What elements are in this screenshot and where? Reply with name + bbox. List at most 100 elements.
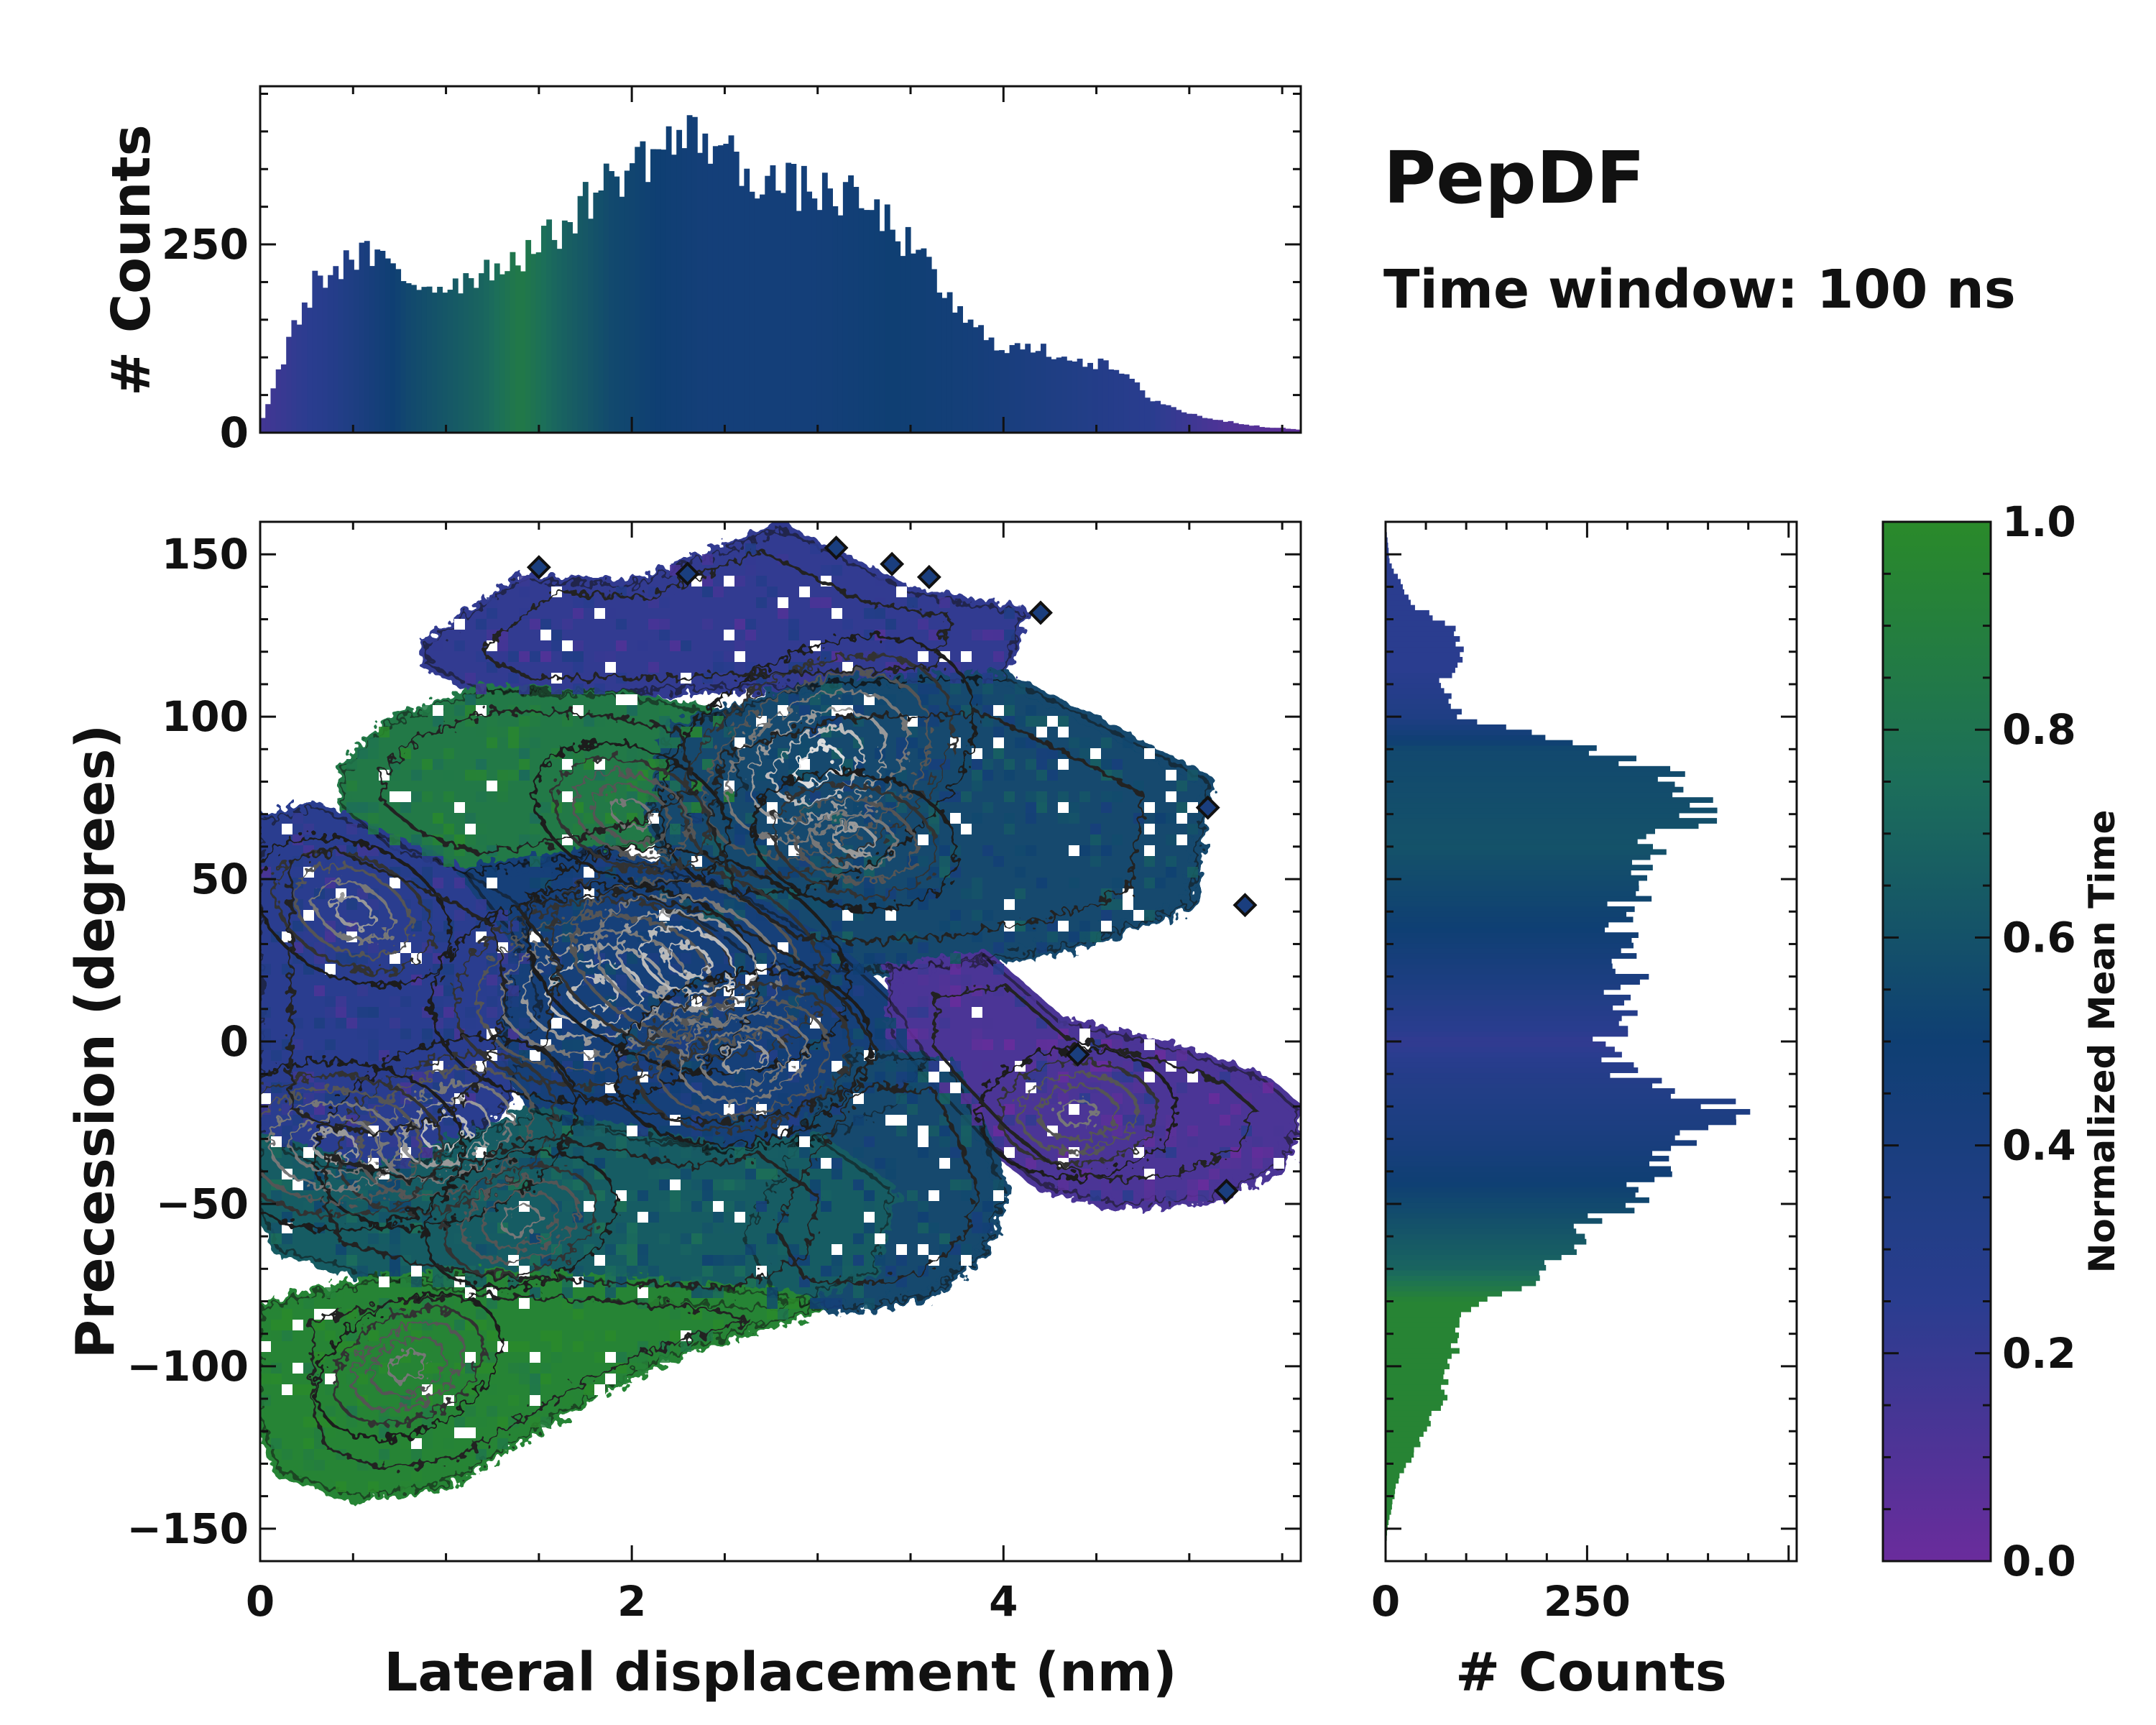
density-bin [885, 1061, 896, 1072]
right-histogram-bar [1386, 942, 1634, 949]
density-bin [670, 781, 681, 791]
right-histogram-bar [1386, 880, 1639, 886]
density-bin [390, 770, 400, 781]
density-bin [379, 1050, 390, 1061]
density-bin [1123, 1115, 1133, 1126]
density-bin [1069, 802, 1079, 813]
density-bin [745, 543, 756, 554]
top-histogram-bar [993, 350, 1000, 433]
density-bin [724, 1223, 734, 1233]
density-bin [476, 684, 487, 694]
density-bin [853, 856, 864, 867]
density-bin [1090, 824, 1101, 834]
right-histogram-bar [1386, 1296, 1488, 1302]
top-histogram-bar [962, 323, 969, 433]
density-bin [476, 651, 487, 662]
right-histogram-bar [1386, 802, 1690, 809]
density-bin [357, 888, 368, 899]
right-histogram-bar [1386, 672, 1452, 678]
empty-bin [562, 791, 573, 802]
density-bin [702, 1287, 713, 1298]
density-bin [325, 1007, 336, 1018]
empty-bin [918, 1126, 929, 1136]
density-bin [1004, 759, 1015, 770]
density-bin [778, 1309, 788, 1320]
right-histogram-bar [1386, 730, 1532, 736]
density-bin [853, 1147, 864, 1158]
top-histogram-bar [349, 259, 354, 433]
density-bin [702, 576, 713, 586]
density-bin [487, 1007, 497, 1018]
top-histogram-bar [702, 133, 709, 433]
density-bin [357, 1298, 368, 1309]
right-histogram-bar [1386, 1452, 1414, 1458]
density-bin [691, 1093, 702, 1104]
density-bin [659, 737, 670, 748]
density-bin [465, 834, 476, 845]
contour-ring [423, 1115, 469, 1150]
density-bin [346, 1330, 357, 1341]
contour-ring [461, 1177, 580, 1263]
density-bin [465, 1018, 476, 1029]
density-bin [1004, 770, 1015, 781]
density-bin [422, 791, 433, 802]
density-bin [551, 1330, 562, 1341]
density-bin [476, 619, 487, 630]
density-bin [1058, 1179, 1069, 1190]
empty-bin [292, 1320, 303, 1330]
density-bin [454, 1072, 465, 1082]
contour-ring [260, 1087, 423, 1204]
density-bin [411, 921, 422, 932]
contour-ring [442, 1164, 599, 1276]
density-bin [972, 1029, 982, 1039]
density-bin [336, 953, 346, 964]
density-bin [939, 1233, 950, 1244]
density-bin [497, 640, 508, 651]
empty-bin [724, 576, 734, 586]
density-bin [1101, 737, 1112, 748]
density-bin [918, 1007, 929, 1018]
density-bin [939, 845, 950, 856]
density-bin [487, 1104, 497, 1115]
density-bin [1144, 1179, 1155, 1190]
top-histogram-bar [1129, 378, 1135, 433]
contour-line [933, 985, 1256, 1181]
contour-line [381, 709, 697, 855]
right-histogram-bar [1386, 719, 1478, 725]
density-bin [336, 1007, 346, 1018]
density-bin [1101, 1115, 1112, 1126]
density-bin [864, 1223, 875, 1233]
density-bin [734, 975, 745, 985]
density-bin [864, 867, 875, 878]
right-histogram-bar [1386, 1108, 1751, 1115]
density-bin [390, 845, 400, 856]
density-bin [907, 727, 918, 737]
top-histogram-bar [921, 248, 927, 433]
top-histogram-bar [593, 192, 599, 433]
density-bin [1090, 834, 1101, 845]
right-histogram-bar [1386, 755, 1636, 762]
density-bin [681, 1233, 691, 1244]
density-bin [508, 727, 519, 737]
right-histogram-bar [1386, 553, 1389, 559]
top-histogram-bar [1030, 352, 1036, 433]
empty-bin [1144, 824, 1155, 834]
empty-bin [918, 651, 929, 662]
density-bin [1090, 1136, 1101, 1147]
density-bin [605, 1266, 616, 1276]
density-bin [530, 856, 540, 867]
top-histogram-bar [598, 190, 604, 433]
top-histogram-bar [390, 263, 396, 433]
density-bin [637, 1190, 648, 1201]
density-bin [734, 1201, 745, 1212]
empty-bin [616, 694, 627, 705]
density-bin [950, 791, 961, 802]
empty-bin [950, 813, 961, 824]
density-bin [831, 953, 842, 964]
density-bin [831, 1298, 842, 1309]
density-bin [702, 1266, 713, 1276]
density-bin [875, 608, 885, 619]
density-bin [961, 1244, 972, 1255]
density-bin [896, 1093, 907, 1104]
density-bin [314, 1320, 325, 1330]
